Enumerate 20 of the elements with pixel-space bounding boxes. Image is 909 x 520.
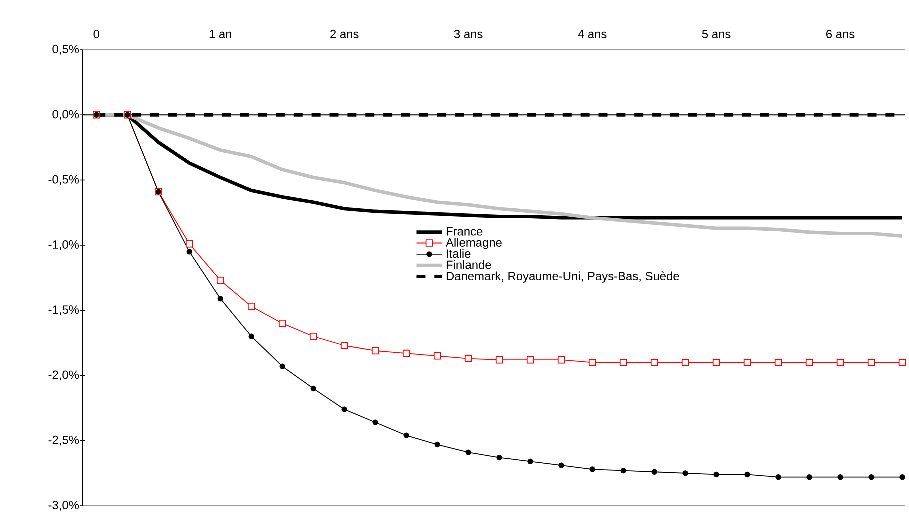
x-tick-label: 3 ans xyxy=(454,30,483,38)
y-tick-label: -1,0% xyxy=(48,240,80,250)
legend-label: Finlande xyxy=(446,260,492,270)
x-tick-label: 6 ans xyxy=(826,30,855,38)
y-tick-label: -1,5% xyxy=(48,306,80,316)
legend-label: Danemark, Royaume-Uni, Pays-Bas, Suède xyxy=(446,272,680,283)
y-tick-label: -2,0% xyxy=(48,370,80,381)
legend-label: Allemagne xyxy=(446,238,502,250)
x-tick-label: 1 an xyxy=(210,30,232,38)
y-tick-label: -0,5% xyxy=(48,175,80,186)
x-tick-label: 0 xyxy=(94,30,100,38)
x-tick-label: 5 ans xyxy=(702,30,731,38)
legend-label: Italie xyxy=(447,249,471,258)
x-tick-label: 4 ans xyxy=(578,30,607,38)
y-tick-label: 0,5% xyxy=(52,45,80,55)
legend-label: France xyxy=(446,227,483,236)
x-tick-label: 2 ans xyxy=(330,30,359,38)
y-tick-label: 0,0% xyxy=(52,110,80,120)
y-tick-label: -2,5% xyxy=(48,436,80,446)
y-tick-label: -3,0% xyxy=(48,501,80,511)
